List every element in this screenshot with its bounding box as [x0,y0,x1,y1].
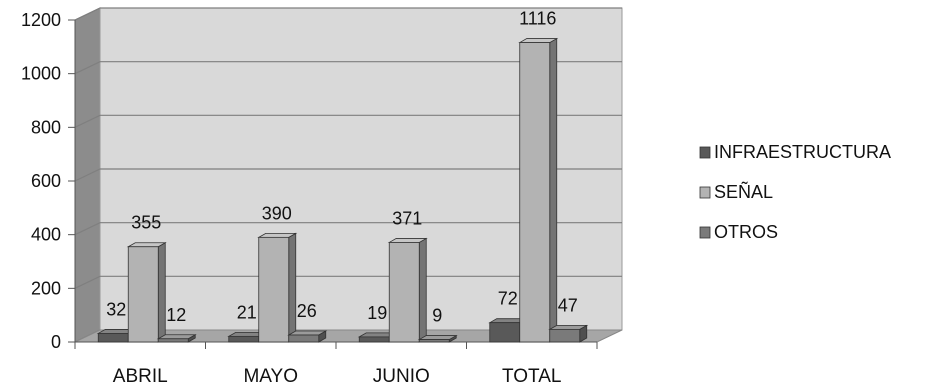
bar-top [518,38,559,43]
data-label: 390 [262,203,292,223]
legend-swatch [699,186,711,199]
bar-top [257,232,298,238]
bar-side [288,232,297,343]
data-label: 47 [558,295,578,315]
grid-lines [74,7,622,289]
bar-top [156,334,197,340]
bar [127,246,159,343]
data-label: 72 [498,289,518,309]
bar [388,242,420,343]
data-label: 9 [432,306,442,326]
bar-top [417,335,458,340]
x-tick-label: ABRIL [113,366,168,387]
bar [288,334,320,343]
bars [96,37,589,343]
bar-top [126,242,167,248]
y-tick-label: 600 [31,171,61,191]
bar [418,339,450,343]
bar [549,328,581,343]
data-label: 26 [297,301,317,321]
bar [489,322,521,343]
bar-side [549,37,558,343]
grid-line [74,168,622,182]
legend-label: OTROS [714,222,778,242]
bar [519,42,551,343]
data-label: 21 [237,302,257,322]
grid-line [74,7,622,21]
x-tick-label: TOTAL [502,366,561,387]
bar [228,335,260,343]
data-label: 355 [131,213,161,233]
y-tick-label: 1200 [21,10,61,30]
legend-swatch [699,226,711,239]
data-label: 1116 [519,9,556,29]
x-tick-label: JUNIO [373,366,430,387]
data-label: 12 [166,305,186,325]
bar-side [418,237,427,343]
bar-top [387,238,428,243]
grid-line [74,275,622,289]
grid-line [74,222,622,236]
bar-top [287,330,328,336]
x-axis: ABRIL MAYO JUNIO TOTAL [74,341,598,387]
data-label: 32 [106,299,126,319]
bar-side [157,242,166,343]
bar-top [548,324,589,330]
legend: INFRAESTRUCTURA SEÑAL OTROS [699,142,891,242]
legend-swatch [699,146,711,159]
bar [157,338,189,343]
y-tick-label: 200 [31,278,61,298]
y-axis: 0 200 400 600 800 1000 1200 [21,10,76,352]
bar [358,336,390,343]
x-tick-label: MAYO [243,366,298,387]
bar [258,236,290,343]
legend-label: SEÑAL [714,181,773,202]
data-label: 371 [392,208,422,228]
data-label: 19 [367,303,387,323]
y-tick-label: 1000 [21,64,61,84]
bar [97,333,129,343]
data-labels: 32 355 12 21 390 26 19 371 9 72 1116 47 [106,9,578,326]
grid-line [74,61,622,75]
y-tick-label: 0 [51,332,61,352]
legend-label: INFRAESTRUCTURA [714,142,891,162]
y-tick-label: 400 [31,225,61,245]
y-tick-label: 800 [31,117,61,137]
grid-line [74,114,622,128]
